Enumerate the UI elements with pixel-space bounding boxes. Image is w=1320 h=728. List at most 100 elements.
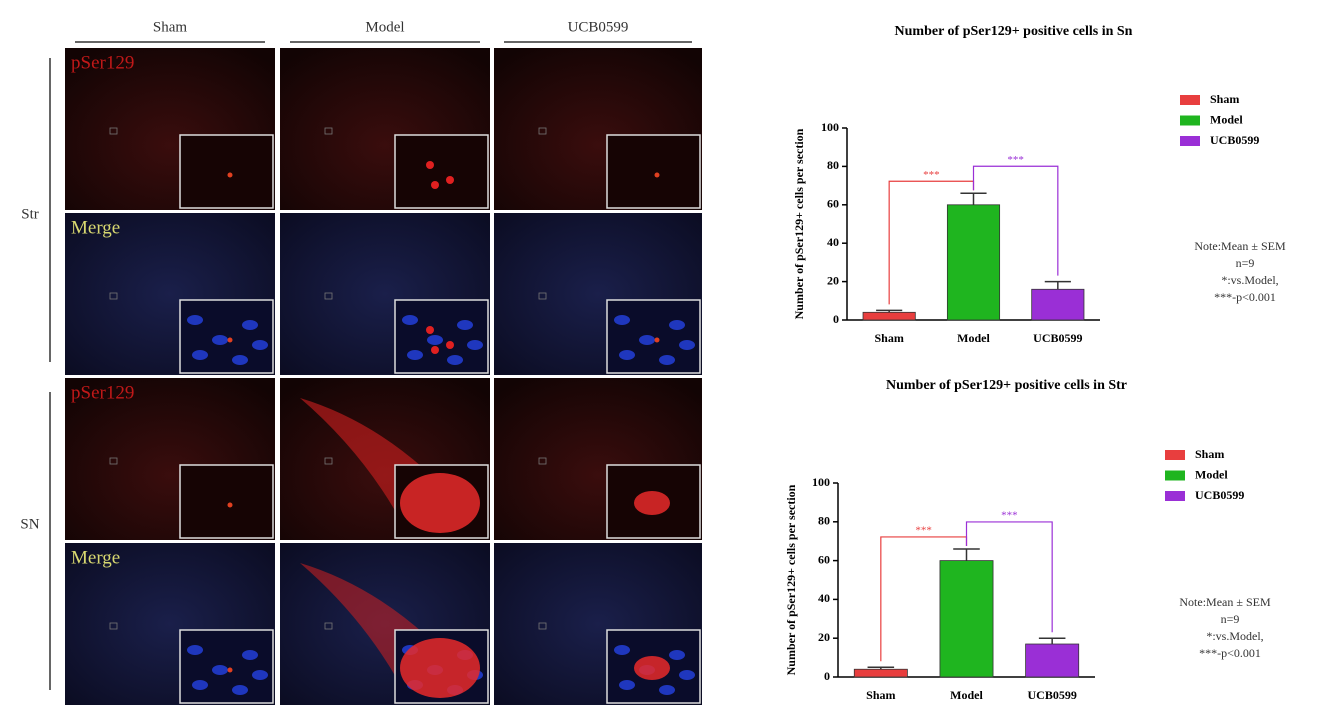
row-label: Str [21,206,39,222]
cell-dot [654,172,660,178]
bar [946,204,1001,321]
nucleus [614,645,630,655]
nucleus [669,650,685,660]
significance-label: *** [1001,509,1018,521]
cell-dot [227,172,233,178]
panel-label: pSer129 [71,52,134,73]
cell-dot [426,326,434,334]
column-header: Model [365,19,404,35]
roi [109,292,118,300]
panel-label: Merge [71,547,120,568]
note: *:vs.Model, [1221,273,1278,287]
roi [324,127,333,135]
significance-bracket [965,521,1053,633]
cell-blob [634,491,670,515]
legend-label: Sham [1210,92,1239,106]
nucleus [447,355,463,365]
error-bar [953,548,980,561]
roi [324,292,333,300]
y-tick-label: 20 [818,630,830,644]
legend-label: Model [1210,112,1243,126]
nucleus [187,645,203,655]
error-bar [876,309,903,313]
cell-dot [654,337,660,343]
note: Note:Mean ± SEM [1194,239,1286,253]
cell-blob [400,638,480,698]
panel-label: pSer129 [71,382,134,403]
cell-blob [400,473,480,533]
roi [109,457,118,465]
nucleus [212,665,228,675]
y-tick-label: 60 [818,552,830,566]
error-bar [1038,637,1066,645]
inset [394,299,489,374]
legend-label: Model [1195,467,1228,481]
bar [1025,643,1080,678]
roi [324,622,333,630]
cell-dot [446,341,454,349]
note: ***-p<0.001 [1199,646,1261,660]
nucleus [669,320,685,330]
cell-dot [227,337,233,343]
nucleus [407,350,423,360]
y-tick-label: 80 [818,514,830,528]
nucleus [212,335,228,345]
legend-swatch [1180,95,1200,105]
cell-dot [446,176,454,184]
nucleus [457,320,473,330]
row-label: SN [20,516,39,532]
inset [179,299,274,374]
error-bar [1044,280,1071,290]
cell-dot [227,502,233,508]
y-tick-label: 100 [821,120,839,134]
y-tick-label: 100 [812,475,830,489]
roi [324,457,333,465]
roi [109,127,118,135]
inset [179,464,274,539]
y-tick-label: 40 [818,591,830,605]
cell-dot [426,161,434,169]
significance-bracket [972,165,1059,276]
roi [538,292,547,300]
y-tick-label: 0 [833,312,839,326]
y-tick-label: 20 [827,273,839,287]
bar [1031,288,1085,321]
nucleus [639,335,655,345]
note: Note:Mean ± SEM [1179,595,1271,609]
x-tick-label: Model [957,331,990,345]
nucleus [619,680,635,690]
x-tick-label: UCB0599 [1027,688,1076,702]
inset [179,629,274,704]
significance-label: *** [923,169,940,181]
y-tick-label: 80 [827,158,839,172]
column-header: Sham [153,19,188,35]
legend-swatch [1165,491,1185,501]
roi [538,127,547,135]
cell-dot [227,667,233,673]
column-header: UCB0599 [568,19,629,35]
nucleus [659,355,675,365]
x-tick-label: Sham [874,331,903,345]
x-tick-label: Model [950,688,983,702]
roi [109,622,118,630]
roi [538,622,547,630]
legend-swatch [1180,136,1200,146]
note: ***-p<0.001 [1214,290,1276,304]
nucleus [252,670,268,680]
inset [394,134,489,209]
legend-swatch [1165,450,1185,460]
significance-label: *** [1007,154,1024,166]
nucleus [427,335,443,345]
y-axis-label: Number of pSer129+ cells per section [792,128,806,319]
nucleus [192,680,208,690]
x-tick-label: UCB0599 [1033,331,1082,345]
cell-dot [431,181,439,189]
significance-label: *** [915,524,932,536]
inset [179,134,274,209]
cell-blob [634,656,670,680]
y-tick-label: 40 [827,235,839,249]
error-bar [960,192,987,205]
chart-title: Number of pSer129+ positive cells in Sn [895,24,1133,39]
nucleus [242,650,258,660]
